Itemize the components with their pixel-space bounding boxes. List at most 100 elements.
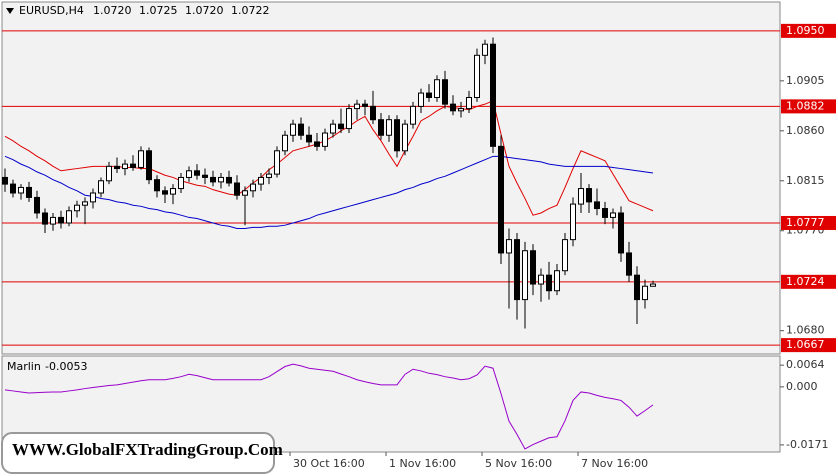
- candle-body: [186, 170, 192, 178]
- candle-body: [162, 190, 168, 195]
- level-label: 1.0724: [786, 275, 825, 288]
- candle-body: [458, 108, 464, 112]
- candle-body: [506, 239, 512, 254]
- candle-body: [74, 204, 80, 212]
- candle-body: [650, 283, 656, 287]
- candle-body: [474, 54, 480, 98]
- candle-body: [18, 186, 24, 194]
- candle-body: [330, 123, 336, 134]
- candle-body: [386, 119, 392, 136]
- level-label: 1.0777: [786, 216, 825, 229]
- candle-body: [562, 239, 568, 272]
- candle-body: [34, 196, 40, 214]
- candle-body: [42, 212, 48, 225]
- y-tick-label: 1.0860: [786, 124, 825, 137]
- candle-body: [634, 274, 640, 301]
- y-tick-label: 1.0815: [786, 174, 825, 187]
- candle-body: [210, 176, 216, 183]
- candle-body: [378, 119, 384, 136]
- candle-body: [498, 145, 504, 254]
- level-label: 1.0882: [786, 99, 825, 112]
- candle-body: [642, 285, 648, 301]
- y-tick-label: -0.0171: [786, 438, 828, 451]
- candle-body: [338, 123, 344, 130]
- level-label-box: [781, 338, 836, 353]
- moving-average: [4, 155, 654, 230]
- x-tick-label: 1 Nov 16:00: [389, 457, 456, 470]
- level-label-box: [781, 215, 836, 230]
- candle-body: [578, 188, 584, 205]
- menu-triangle: [6, 8, 14, 14]
- candle-body: [258, 176, 264, 185]
- candle-body: [490, 43, 496, 147]
- candle-body: [618, 212, 624, 254]
- candle-body: [546, 274, 552, 292]
- candle-body: [242, 190, 248, 196]
- candle-body: [322, 132, 328, 147]
- level-label-box: [781, 99, 836, 114]
- ohlc-close: 1.0722: [231, 4, 270, 17]
- candle-body: [538, 274, 544, 285]
- candle-body: [434, 79, 440, 98]
- candle-body: [570, 203, 576, 241]
- candle-body: [66, 210, 72, 224]
- watermark: WWW.GlobalFXTradingGroup.Com: [12, 440, 283, 459]
- candle-body: [514, 239, 520, 301]
- level-label: 1.0950: [786, 24, 825, 37]
- candle-body: [282, 134, 288, 152]
- candle-body: [218, 176, 224, 183]
- price-pane: [1, 1, 781, 355]
- level-label-box: [781, 274, 836, 289]
- candle-body: [178, 176, 184, 190]
- x-tick-label: 7 Nov 16:00: [581, 457, 648, 470]
- indicator-value: -0.0053: [45, 360, 87, 373]
- candle-body: [290, 123, 296, 136]
- candle-body: [306, 134, 312, 143]
- candle-body: [26, 186, 32, 198]
- candle-body: [442, 79, 448, 105]
- candle-body: [594, 201, 600, 210]
- candle-body: [626, 252, 632, 276]
- indicator-name: Marlin: [7, 360, 41, 373]
- candle-body: [394, 119, 400, 152]
- watermark-box: [1, 432, 275, 474]
- candle-body: [250, 183, 256, 192]
- candle-body: [426, 92, 432, 98]
- candle-body: [170, 188, 176, 195]
- level-label: 1.0667: [786, 338, 825, 351]
- candle-body: [90, 192, 96, 203]
- candle-body: [466, 96, 472, 110]
- candle-body: [2, 176, 8, 185]
- candle-body: [418, 92, 424, 107]
- candle-body: [122, 163, 128, 170]
- y-tick-label: 1.0905: [786, 74, 825, 87]
- moving-average: [4, 100, 654, 216]
- candle-body: [138, 150, 144, 168]
- candle-body: [522, 250, 528, 301]
- candle-body: [10, 183, 16, 194]
- candle-body: [298, 123, 304, 136]
- x-tick-label: 5 Nov 16:00: [485, 457, 552, 470]
- x-tick-label: 30 Oct 16:00: [293, 457, 365, 470]
- y-tick-label: 0.000: [786, 380, 818, 393]
- indicator-line: [4, 363, 654, 450]
- candle-body: [274, 150, 280, 175]
- candle-body: [130, 163, 136, 168]
- ohlc-low: 1.0720: [185, 4, 224, 17]
- candle-body: [410, 105, 416, 125]
- candle-body: [194, 170, 200, 176]
- candle-body: [226, 176, 232, 184]
- candle-body: [234, 182, 240, 196]
- candle-body: [202, 174, 208, 178]
- candle-body: [98, 180, 104, 194]
- candle-body: [354, 103, 360, 110]
- candle-body: [50, 216, 56, 225]
- candle-body: [114, 165, 120, 170]
- candle-body: [530, 250, 536, 285]
- candle-body: [402, 123, 408, 152]
- candle-body: [82, 201, 88, 206]
- candle-body: [482, 43, 488, 56]
- candle-body: [266, 173, 272, 178]
- candle-body: [154, 179, 160, 192]
